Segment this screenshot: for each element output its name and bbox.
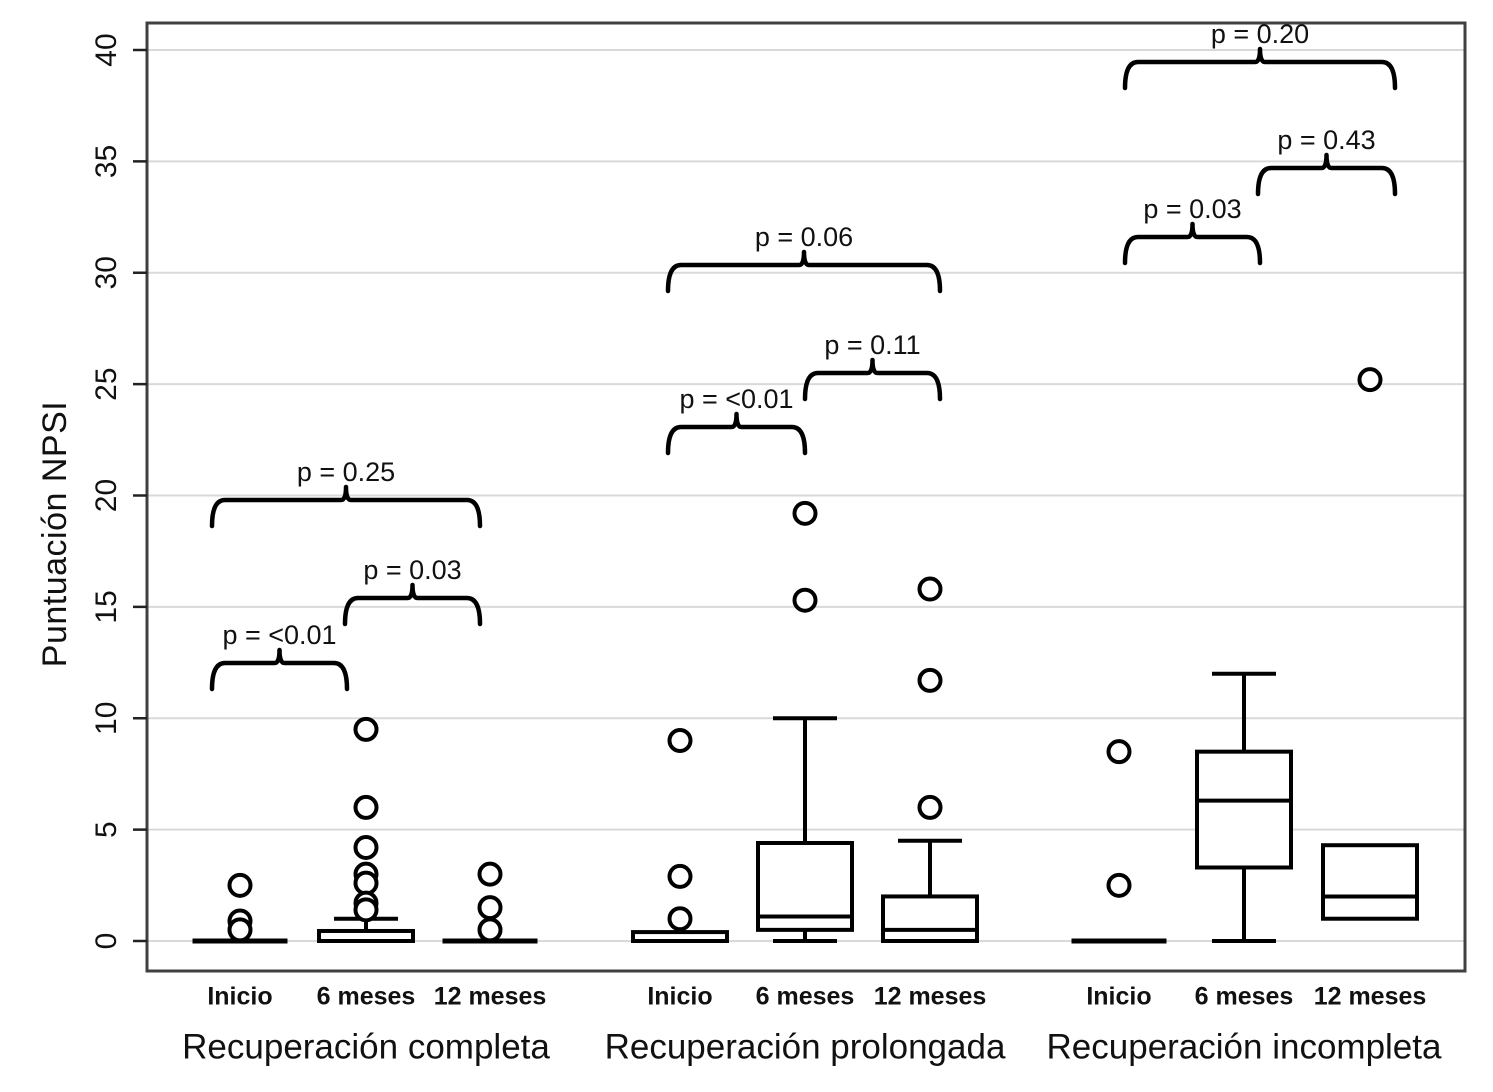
comparison-bracket <box>342 582 483 627</box>
p-value-label: p = 0.06 <box>755 222 853 252</box>
x-tick-label: 6 meses <box>1195 983 1294 1011</box>
y-tick-label: 40 <box>90 33 123 66</box>
x-tick-label: 6 meses <box>756 983 855 1011</box>
outlier-point <box>353 794 379 820</box>
p-value-label: p = 0.03 <box>363 555 461 585</box>
comparison-bracket <box>1122 46 1398 91</box>
outlier-point <box>353 716 379 742</box>
x-tick-label: Inicio <box>647 983 712 1011</box>
y-tick-label: 20 <box>90 479 123 512</box>
outlier-point <box>477 917 503 943</box>
outlier-point <box>1106 872 1132 898</box>
y-tick-label: 5 <box>90 821 123 838</box>
outlier-point <box>792 500 818 526</box>
x-tick-label: 6 meses <box>317 983 416 1011</box>
outlier-point <box>353 834 379 860</box>
outlier-point <box>477 895 503 921</box>
y-tick-label: 30 <box>90 256 123 289</box>
group-label: Recuperación prolongada <box>605 1027 1006 1066</box>
outlier-point <box>353 870 379 896</box>
outlier-point <box>1106 739 1132 765</box>
group-label: Recuperación completa <box>182 1027 550 1066</box>
x-tick-label: 12 meses <box>874 983 987 1011</box>
outlier-point <box>792 587 818 613</box>
outlier-point <box>667 906 693 932</box>
comparison-bracket <box>1122 221 1263 266</box>
y-tick-label: 10 <box>90 702 123 735</box>
box <box>881 894 979 944</box>
outlier-point <box>917 794 943 820</box>
y-axis-title: Puntuación NPSI <box>36 400 74 668</box>
p-value-label: p = 0.25 <box>297 457 395 487</box>
p-value-label: p = 0.11 <box>824 330 920 360</box>
p-value-label: p = 0.20 <box>1211 19 1309 49</box>
y-tick-label: 25 <box>90 367 123 400</box>
box <box>1195 749 1293 870</box>
box <box>1321 843 1419 921</box>
y-tick-label: 35 <box>90 145 123 178</box>
comparison-bracket <box>1255 152 1398 197</box>
comparison-bracket <box>209 647 350 692</box>
comparison-bracket <box>665 411 808 456</box>
outlier-point <box>917 667 943 693</box>
y-tick-label: 0 <box>90 933 123 950</box>
outlier-point <box>353 897 379 923</box>
plot-border <box>145 21 1467 973</box>
x-tick-label: Inicio <box>1086 983 1151 1011</box>
comparison-bracket <box>209 484 483 529</box>
p-value-label: p = <0.01 <box>222 620 336 650</box>
outlier-point <box>667 728 693 754</box>
y-tick-label: 15 <box>90 590 123 623</box>
x-tick-label: 12 meses <box>1314 983 1427 1011</box>
p-value-label: p = 0.03 <box>1143 194 1241 224</box>
outlier-point <box>917 576 943 602</box>
outlier-point <box>227 872 253 898</box>
outlier-point <box>227 917 253 943</box>
comparison-bracket <box>802 357 943 402</box>
comparison-bracket <box>665 249 943 294</box>
outlier-point <box>667 863 693 889</box>
p-value-label: p = <0.01 <box>679 384 793 414</box>
outlier-point <box>1357 367 1383 393</box>
p-value-label: p = 0.43 <box>1277 125 1375 155</box>
x-tick-label: Inicio <box>207 983 272 1011</box>
outlier-point <box>477 861 503 887</box>
x-tick-label: 12 meses <box>434 983 547 1011</box>
group-label: Recuperación incompleta <box>1047 1027 1442 1066</box>
